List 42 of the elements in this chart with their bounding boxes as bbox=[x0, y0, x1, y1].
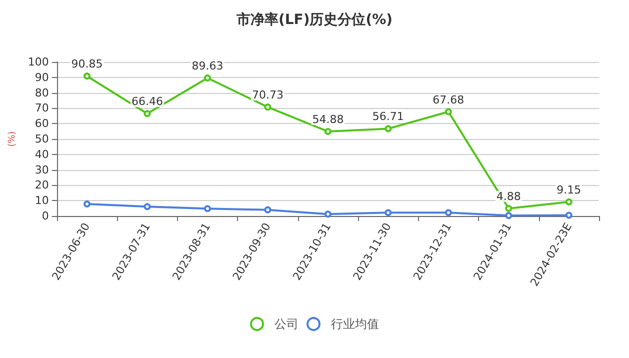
point bbox=[144, 110, 151, 118]
point bbox=[264, 206, 272, 214]
y-tick-label: 50 bbox=[34, 132, 49, 146]
point bbox=[384, 125, 392, 132]
data-label: 56.71 bbox=[372, 110, 404, 124]
y-axis-title: (%) bbox=[8, 131, 18, 147]
point bbox=[324, 210, 332, 218]
legend-label: 公司 bbox=[274, 317, 298, 331]
y-tick-label: 0 bbox=[42, 210, 49, 222]
point bbox=[204, 205, 211, 212]
point bbox=[324, 128, 332, 135]
data-label: 9.15 bbox=[556, 183, 582, 196]
y-tick-label: 90 bbox=[34, 70, 49, 84]
point bbox=[505, 204, 512, 212]
data-label: 54.88 bbox=[312, 112, 344, 126]
y-tick-label: 60 bbox=[34, 117, 49, 130]
data-label: 66.46 bbox=[131, 95, 163, 108]
point bbox=[505, 212, 512, 220]
y-tick-label: 10 bbox=[34, 194, 49, 208]
legend-label: 行业均值 bbox=[331, 317, 379, 331]
point bbox=[204, 74, 211, 82]
chart-title: 市净率(LF)历史分位(%) bbox=[235, 11, 393, 28]
point bbox=[444, 108, 452, 116]
point bbox=[264, 104, 272, 111]
y-tick-label: 100 bbox=[28, 56, 49, 68]
data-label: 67.68 bbox=[432, 93, 464, 106]
point bbox=[565, 198, 572, 206]
y-tick-label: 70 bbox=[34, 102, 49, 115]
point bbox=[444, 209, 452, 216]
data-label: 89.63 bbox=[192, 59, 224, 72]
y-tick-label: 20 bbox=[34, 178, 49, 192]
y-tick-label: 40 bbox=[34, 148, 49, 161]
data-label: 4.88 bbox=[496, 190, 521, 203]
data-label: 70.73 bbox=[252, 88, 284, 102]
data-label: 90.85 bbox=[71, 58, 103, 71]
point bbox=[565, 212, 572, 219]
point bbox=[84, 72, 91, 80]
point bbox=[144, 203, 151, 210]
point bbox=[84, 200, 91, 208]
y-tick-label: 30 bbox=[34, 163, 49, 176]
y-tick-label: 80 bbox=[34, 86, 49, 100]
point bbox=[384, 209, 392, 216]
